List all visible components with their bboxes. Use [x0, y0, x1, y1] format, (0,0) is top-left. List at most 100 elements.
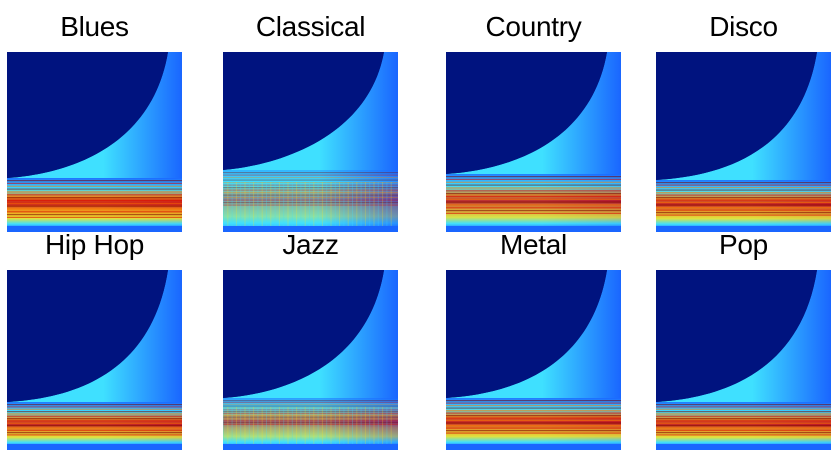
texture-stripe [343, 182, 345, 226]
band-line [223, 401, 398, 403]
band-line [446, 181, 621, 183]
band-line [656, 418, 831, 420]
texture-stripe [373, 182, 375, 226]
texture-stripe [291, 182, 293, 226]
heatmap-plot [7, 270, 182, 450]
heatmap-plot [223, 270, 398, 450]
band-line [7, 194, 182, 196]
band-line [656, 427, 831, 429]
band-line [446, 410, 621, 412]
band-line [446, 402, 621, 404]
band-line [446, 207, 621, 209]
texture-stripe [291, 406, 293, 444]
texture-stripe [369, 182, 371, 226]
band-line [223, 414, 398, 416]
texture-stripe [304, 182, 306, 226]
texture-stripe [360, 406, 362, 444]
band-line [446, 425, 621, 427]
texture-stripe [296, 182, 298, 226]
band-line [7, 429, 182, 431]
texture-stripe [360, 182, 362, 226]
texture-stripe [309, 406, 310, 444]
energy-band [223, 398, 398, 446]
texture-stripe [364, 406, 366, 444]
texture-stripe [270, 182, 272, 226]
band-line [446, 430, 621, 432]
band-line [7, 406, 182, 408]
band-line [223, 412, 398, 414]
band-line [446, 190, 621, 192]
band-line [7, 197, 182, 199]
band-line [446, 400, 621, 402]
texture-stripe [266, 406, 267, 444]
texture-stripe [321, 406, 323, 444]
band-line [656, 425, 831, 427]
band-line [223, 189, 398, 191]
texture-stripe [339, 406, 341, 444]
band-line [7, 418, 182, 420]
texture-stripe [235, 182, 237, 226]
band-line [7, 191, 182, 193]
band-line [223, 405, 398, 407]
texture-stripe [231, 182, 233, 226]
band-line [656, 404, 831, 406]
band-line [223, 194, 398, 196]
band-line [446, 412, 621, 414]
band-line [7, 411, 182, 413]
band-line [7, 180, 182, 182]
texture-stripe [313, 182, 315, 226]
texture-stripe [244, 406, 246, 444]
band-line [223, 177, 398, 179]
texture-stripe [253, 406, 255, 444]
upper-dark-region [7, 270, 168, 402]
texture-stripe [248, 406, 250, 444]
texture-stripe [300, 406, 302, 444]
band-line [446, 178, 621, 180]
band-line [446, 184, 621, 186]
band-line [7, 199, 182, 201]
texture-stripe [326, 406, 328, 444]
texture-stripe [347, 406, 349, 444]
texture-stripe [223, 182, 224, 226]
band-line [223, 174, 398, 176]
band-line [7, 422, 182, 424]
texture-stripe [390, 182, 392, 226]
heatmap-plot [446, 270, 621, 450]
texture-stripe [227, 182, 229, 226]
band-line [446, 432, 621, 434]
band-line [446, 427, 621, 429]
band-line [656, 406, 831, 408]
band-line [446, 212, 621, 214]
texture-stripe [317, 182, 319, 226]
band-line [446, 422, 621, 424]
texture-stripe [334, 406, 336, 444]
band-line [7, 415, 182, 417]
band-line [446, 420, 621, 422]
bottom-strip [446, 226, 621, 232]
energy-band [223, 170, 398, 228]
band-line [223, 416, 398, 418]
band-line [7, 432, 182, 434]
bottom-strip [223, 444, 398, 450]
texture-stripe [287, 182, 289, 226]
bottom-strip [7, 226, 182, 232]
band-line [7, 420, 182, 422]
band-line [7, 185, 182, 187]
heatmap-plot [446, 52, 621, 232]
upper-dark-region [7, 52, 168, 178]
texture-stripe [347, 182, 349, 226]
texture-stripe [390, 406, 392, 444]
band-line [223, 422, 398, 424]
band-line [223, 197, 398, 199]
texture-stripe [227, 406, 229, 444]
upper-dark-region [656, 270, 817, 402]
band-line [656, 413, 831, 415]
band-line [7, 188, 182, 190]
texture-stripe [369, 406, 371, 444]
texture-stripe [382, 182, 384, 226]
texture-stripe [296, 406, 298, 444]
panel-title: Jazz [282, 229, 339, 260]
band-line [656, 189, 831, 191]
band-line [223, 403, 398, 405]
